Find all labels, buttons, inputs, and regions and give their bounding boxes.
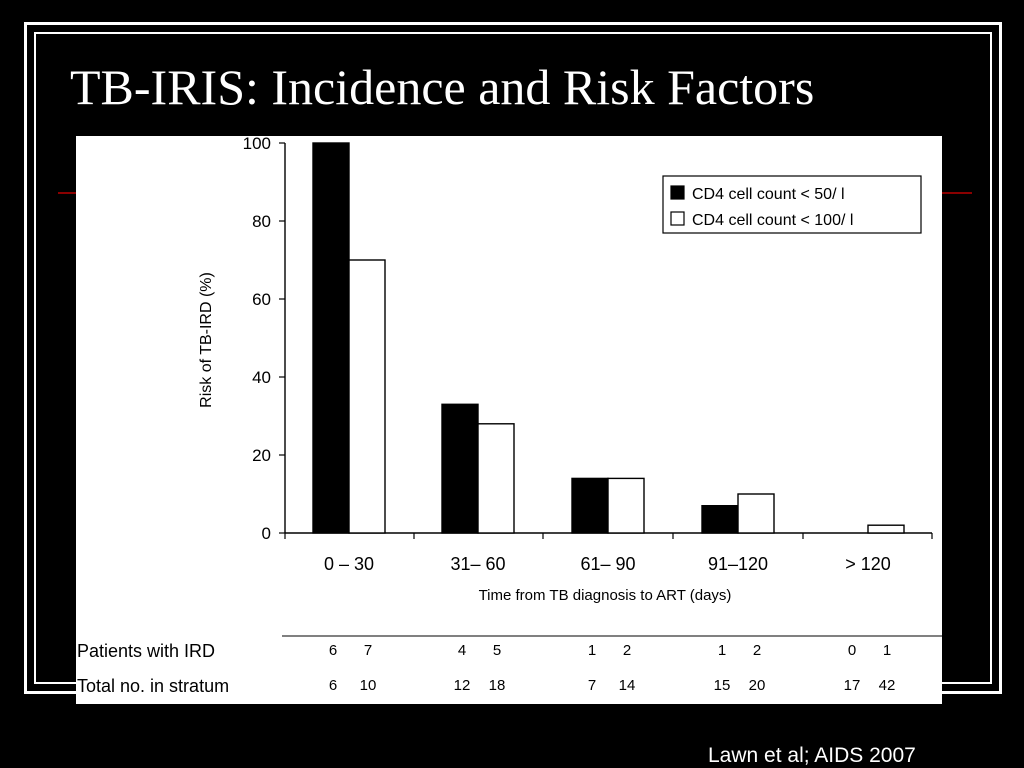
table-cell: 0 xyxy=(848,642,856,659)
table-panel xyxy=(76,636,942,704)
table-cell: 18 xyxy=(489,677,506,694)
legend-swatch-1 xyxy=(670,185,685,200)
bar-series-1 xyxy=(701,505,739,534)
bar-series-1 xyxy=(571,477,609,534)
table-cell: 12 xyxy=(454,677,471,694)
table-cell: 42 xyxy=(879,677,896,694)
y-tick-label: 100 xyxy=(243,134,271,153)
y-tick-label: 60 xyxy=(252,290,271,309)
table-cell: 1 xyxy=(718,642,726,659)
table-cell: 7 xyxy=(588,677,596,694)
legend-label-2: CD4 cell count < 100/ l xyxy=(692,212,853,229)
bar-series-2 xyxy=(867,524,905,534)
x-tick-label: > 120 xyxy=(845,554,891,574)
bar-series-2 xyxy=(477,423,515,534)
table-cell: 5 xyxy=(493,642,501,659)
bar-series-1 xyxy=(441,403,479,534)
table-cell: 1 xyxy=(588,642,596,659)
table-cell: 4 xyxy=(458,642,466,659)
bar-series-2 xyxy=(348,259,386,534)
x-tick-label: 91–120 xyxy=(708,554,768,574)
table-cell: 20 xyxy=(749,677,766,694)
table-cell: 15 xyxy=(714,677,731,694)
y-tick-label: 20 xyxy=(252,446,271,465)
slide-title: TB-IRIS: Incidence and Risk Factors xyxy=(70,59,815,115)
table-cell: 6 xyxy=(329,642,337,659)
legend-label-1: CD4 cell count < 50/ l xyxy=(692,186,845,203)
y-tick-label: 40 xyxy=(252,368,271,387)
table-cell: 7 xyxy=(364,642,372,659)
y-axis-title: Risk of TB-IRD (%) xyxy=(198,272,215,408)
table-cell: 1 xyxy=(883,642,891,659)
table-row-label: Total no. in stratum xyxy=(77,676,229,696)
table-cell: 17 xyxy=(844,677,861,694)
x-tick-label: 0 – 30 xyxy=(324,554,374,574)
legend-swatch-2 xyxy=(670,211,685,226)
bar-series-2 xyxy=(607,477,645,534)
table-cell: 10 xyxy=(360,677,377,694)
title-rule-left xyxy=(58,192,78,194)
table-row-label: Patients with IRD xyxy=(77,641,215,661)
x-tick-label: 31– 60 xyxy=(450,554,505,574)
x-axis-title: Time from TB diagnosis to ART (days) xyxy=(479,587,732,604)
title-rule-right xyxy=(942,192,972,194)
y-tick-label: 0 xyxy=(262,524,271,543)
table-cell: 2 xyxy=(753,642,761,659)
bar-series-1 xyxy=(312,142,350,534)
table-cell: 6 xyxy=(329,677,337,694)
table-cell: 14 xyxy=(619,677,636,694)
bar-series-2 xyxy=(737,493,775,534)
x-tick-label: 61– 90 xyxy=(580,554,635,574)
table-cell: 2 xyxy=(623,642,631,659)
citation: Lawn et al; AIDS 2007 xyxy=(708,744,916,767)
legend-box xyxy=(662,175,922,234)
y-tick-label: 80 xyxy=(252,212,271,231)
